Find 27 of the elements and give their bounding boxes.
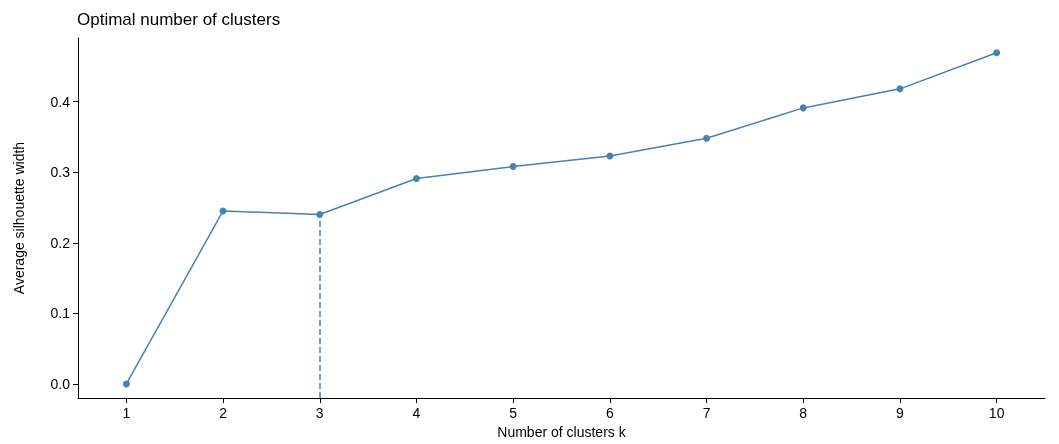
y-tick-label: 0.4 (50, 93, 71, 110)
point (606, 152, 614, 160)
y-tick-label: 0.1 (50, 305, 71, 322)
x-axis-title: Number of clusters k (497, 424, 627, 440)
x-tick-label: 8 (799, 405, 808, 422)
point (316, 211, 324, 219)
y-tick-label: 0.2 (50, 234, 71, 251)
y-tick-label: 0.0 (50, 375, 71, 392)
point (412, 175, 420, 183)
point (703, 134, 711, 142)
y-axis-title: Average silhouette width (11, 141, 27, 295)
x-tick-label: 10 (988, 405, 1005, 422)
x-tick-label: 7 (702, 405, 711, 422)
chart-title: Optimal number of clusters (77, 10, 281, 29)
point (799, 104, 807, 112)
x-tick-label: 1 (122, 405, 131, 422)
point (896, 85, 904, 93)
x-tick-label: 3 (315, 405, 324, 422)
x-tick-label: 6 (605, 405, 614, 422)
point (993, 49, 1001, 57)
point (509, 163, 517, 170)
x-tick-label: 4 (412, 405, 421, 422)
point (122, 380, 130, 388)
y-tick-label: 0.3 (50, 164, 71, 181)
x-tick-label: 9 (896, 405, 905, 422)
x-tick-label: 2 (219, 405, 228, 422)
x-tick-label: 5 (509, 405, 518, 422)
